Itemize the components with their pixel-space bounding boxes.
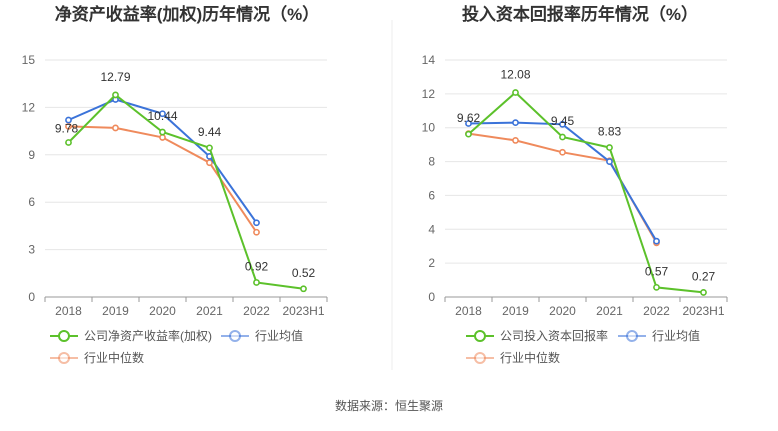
legend-marker-industry-avg	[626, 330, 638, 342]
y-tick-label: 3	[28, 243, 35, 257]
industry-median-data-point	[559, 148, 566, 156]
y-tick-label: 12	[22, 100, 36, 114]
x-tick-label: 2018	[55, 304, 82, 318]
legend-label-industry-median: 行业中位数	[84, 350, 144, 365]
roic-chart-panel: 投入资本回报率历年情况（%） 0 2 4 6 8 10 12 14 2018 2019 2020 202…	[422, 4, 728, 365]
legend-marker-company	[474, 330, 486, 342]
data-label: 12.79	[100, 70, 130, 84]
industry-avg-data-point	[606, 158, 613, 165]
data-label: 9.78	[55, 121, 79, 135]
company-series-line	[467, 91, 704, 294]
company-data-point	[700, 289, 707, 296]
y-tick-label: 2	[428, 256, 435, 270]
company-data-point	[206, 144, 213, 152]
x-tick-label: 2020	[549, 304, 576, 318]
roe-chart-panel: 净资产收益率(加权)历年情况（%） 0 3 6 9 12 15 2018 2019 2020 202…	[22, 4, 328, 365]
x-tick-label: 2022	[243, 304, 270, 318]
industry-avg-data-point	[465, 120, 472, 127]
x-tick-label: 2023H1	[682, 304, 724, 318]
x-tick-label: 2019	[102, 304, 129, 318]
company-series-line	[67, 93, 304, 290]
y-tick-label: 15	[22, 53, 36, 67]
roic-chart-title: 投入资本回报率历年情况（%）	[462, 4, 698, 24]
industry-avg-data-point	[159, 110, 166, 118]
legend-label-industry-avg: 行业均值	[255, 328, 303, 343]
industry-avg-data-point	[559, 120, 566, 128]
data-source: 数据来源：恒生聚源	[335, 398, 443, 413]
y-tick-label: 6	[428, 188, 435, 202]
legend-marker-industry-avg	[229, 330, 241, 342]
data-label: 0.92	[245, 259, 269, 273]
company-data-point	[300, 285, 307, 293]
industry-avg-data-point	[653, 237, 660, 245]
y-tick-label: 6	[28, 195, 35, 209]
legend-label-industry-median: 行业中位数	[500, 350, 560, 365]
x-tick-label: 2020	[149, 304, 176, 318]
data-label: 9.44	[198, 125, 222, 139]
y-tick-label: 12	[422, 87, 436, 101]
data-label: 0.27	[692, 269, 716, 283]
x-tick-label: 2022	[643, 304, 670, 318]
industry-avg-data-point	[65, 116, 72, 124]
company-data-point	[112, 91, 119, 99]
legend-marker-industry-median	[474, 352, 486, 364]
legend-label-company: 公司净资产收益率(加权)	[84, 328, 212, 343]
legend-label-company: 公司投入资本回报率	[500, 328, 608, 343]
industry-median-data-point	[253, 228, 260, 236]
company-data-point	[65, 139, 72, 146]
y-tick-label: 10	[422, 121, 436, 135]
industry-median-data-point	[159, 134, 166, 141]
data-label: 0.57	[645, 264, 669, 278]
data-label: 0.52	[292, 266, 316, 280]
x-tick-label: 2018	[455, 304, 482, 318]
data-label: 9.62	[457, 111, 481, 125]
company-data-point	[653, 283, 660, 291]
industry-avg-data-point	[512, 119, 519, 127]
y-tick-label: 9	[28, 148, 35, 162]
y-tick-label: 4	[428, 222, 435, 236]
industry-avg-data-point	[253, 219, 260, 227]
data-label: 9.45	[551, 114, 575, 128]
y-tick-label: 14	[422, 53, 436, 67]
y-tick-label: 0	[428, 290, 435, 304]
data-label: 12.08	[500, 68, 530, 82]
company-data-point	[465, 130, 472, 138]
data-label: 8.83	[598, 125, 622, 139]
legend-marker-industry-median	[58, 352, 70, 364]
y-tick-label: 8	[428, 155, 435, 169]
x-tick-label: 2021	[196, 304, 223, 318]
y-tick-label: 0	[28, 290, 35, 304]
data-label: 10.44	[147, 109, 177, 123]
industry-median-data-point	[512, 137, 519, 144]
roe-chart-title: 净资产收益率(加权)历年情况（%）	[55, 4, 319, 24]
industry-median-data-point	[112, 124, 119, 132]
legend-label-industry-avg: 行业均值	[652, 328, 700, 343]
industry-median-data-point	[65, 122, 72, 130]
company-data-point	[606, 144, 613, 151]
company-data-point	[559, 133, 566, 141]
x-tick-label: 2021	[596, 304, 623, 318]
x-tick-label: 2019	[502, 304, 529, 318]
x-tick-label: 2023H1	[282, 304, 324, 318]
legend-marker-company	[58, 330, 70, 342]
company-data-point	[159, 128, 166, 136]
company-data-point	[253, 279, 260, 286]
company-data-point	[512, 89, 519, 96]
industry-median-data-point	[206, 159, 213, 167]
industry-median-series-line	[68, 125, 258, 233]
